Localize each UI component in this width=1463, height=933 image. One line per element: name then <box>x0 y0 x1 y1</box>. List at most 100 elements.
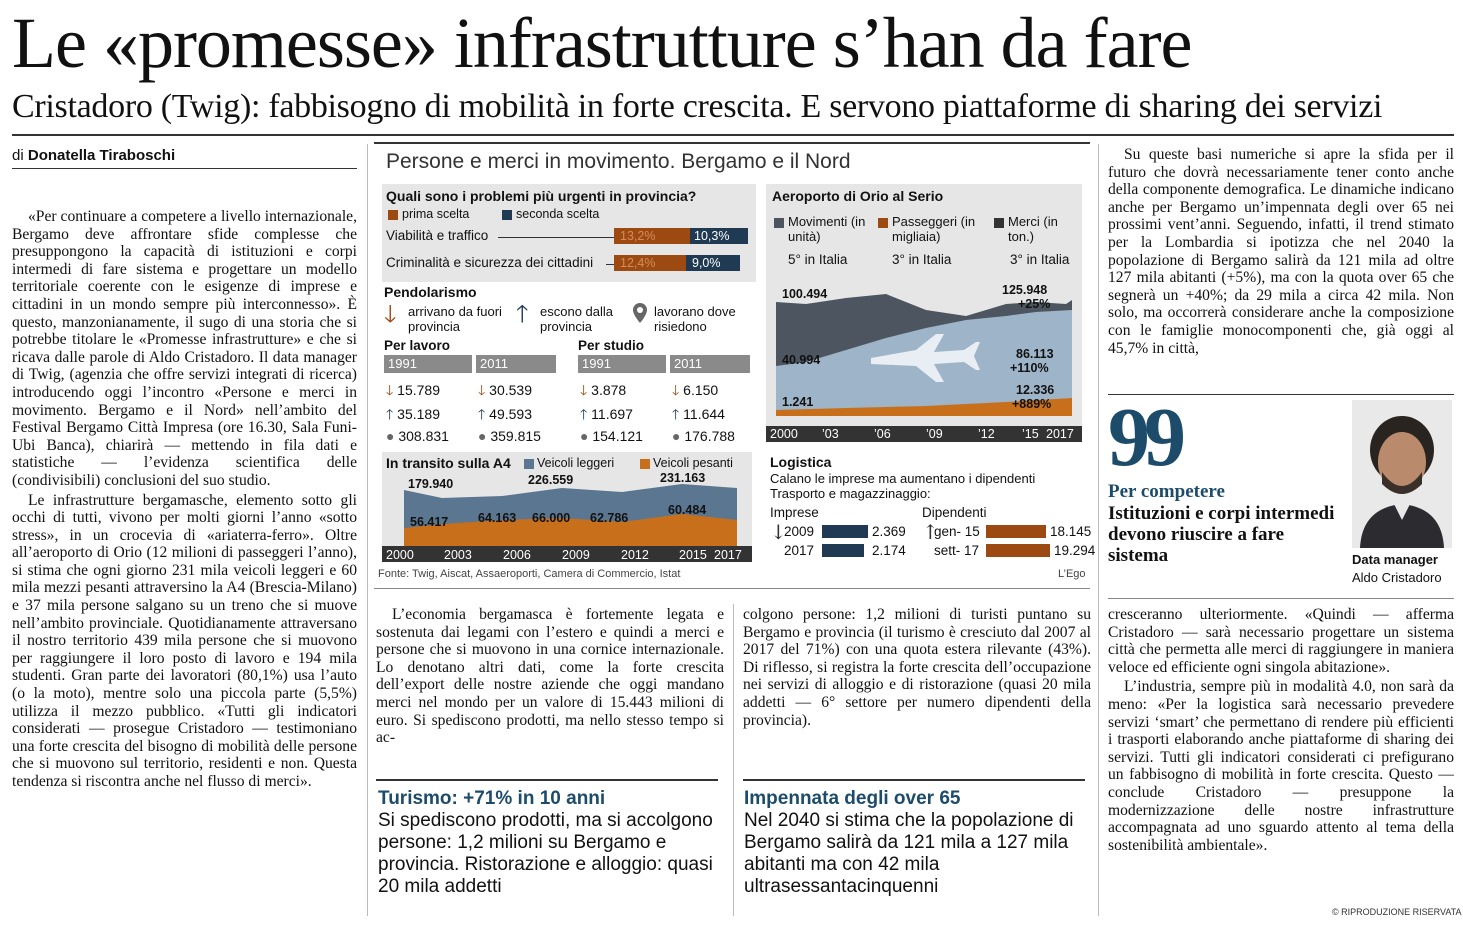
problem-row-1-second-bar <box>690 228 748 244</box>
airport-end-g: 12.336 <box>1016 383 1054 397</box>
airport-year-1: 2000 <box>770 427 798 441</box>
copyright: © RIPRODUZIONE RISERVATA <box>1332 907 1462 917</box>
problem-row-1-first-value: 13,2% <box>620 229 656 243</box>
airport-end-p: 86.113 <box>1016 347 1054 361</box>
byline-rule <box>12 168 357 169</box>
imprese-value-2: 2.174 <box>872 543 906 558</box>
value: 15.789 <box>397 382 440 398</box>
lavoro-out-2011: 🡑 49.593 <box>478 406 532 422</box>
legend-first-label: prima scelta <box>402 207 470 221</box>
lavoro-home-2011: ● 359.815 <box>478 428 541 444</box>
column-1: «Per continuare a competere a livello in… <box>12 208 357 793</box>
infographic: Persone e merci in movimento. Bergamo e … <box>374 142 1095 594</box>
dip-period-1: gen- 15 <box>934 524 980 539</box>
studio-y2: 2011 <box>670 355 750 373</box>
a4-light-label-3: 231.163 <box>660 472 705 485</box>
studio-in-1991: 🡓 3.878 <box>580 382 627 398</box>
lavoro-y1: 1991 <box>384 355 472 373</box>
airport-g-rank: 3° in Italia <box>1010 252 1070 267</box>
a4-heavy-label-5: 60.484 <box>668 503 706 517</box>
a4-year-7: 2017 <box>714 548 742 562</box>
quote-kicker: Per competere <box>1108 481 1225 502</box>
a4-year-6: 2015 <box>679 548 707 562</box>
value: 3.878 <box>591 382 627 398</box>
dip-value-1: 18.145 <box>1050 524 1092 539</box>
arrow-in-icon: 🡓 <box>384 300 397 328</box>
problem-row-1-line <box>498 237 614 238</box>
airport-year-7: 2017 <box>1046 427 1074 441</box>
logistica-dip-label: Dipendenti <box>922 505 987 520</box>
col1-paragraph-1: «Per continuare a competere a livello in… <box>12 208 357 489</box>
legend-second-swatch <box>502 210 512 220</box>
a4-heavy-label-1: 56.417 <box>410 515 448 529</box>
lavoro-in-1991: 🡓 15.789 <box>386 382 440 398</box>
a4-legend-heavy-swatch <box>640 459 650 469</box>
box-1-rule <box>376 779 718 781</box>
airport-year-6: ’15 <box>1022 427 1039 441</box>
airport-end-p-pct: +110% <box>1010 361 1049 375</box>
a4-year-1: 2000 <box>386 548 414 562</box>
airport-g-label: Merci (in ton.) <box>1008 214 1058 244</box>
imprese-bar-2 <box>822 544 864 557</box>
airport-chart: 100.494 40.994 1.241 125.948 +25% 86.113… <box>766 283 1082 442</box>
infographic-source: Fonte: Twig, Aiscat, Assaeroporti, Camer… <box>378 568 681 580</box>
column-divider-2 <box>733 604 734 916</box>
value: 30.539 <box>489 382 532 398</box>
airport-p-label: Passeggeri (in migliaia) <box>892 214 976 244</box>
logistica-sub1: Calano le imprese ma aumentano i dipende… <box>770 471 1036 486</box>
logistica-down-arrow-icon: ↓ <box>770 520 787 544</box>
value: 6.150 <box>683 382 719 398</box>
problem-row-2-second-value: 9,0% <box>692 256 721 270</box>
legend-in-label: arrivano da fuori provincia <box>408 304 502 334</box>
box-1-text: Si spediscono prodotti, ma si accolgono … <box>378 810 713 897</box>
top-rule <box>12 134 1454 136</box>
airport-year-5: ’12 <box>978 427 995 441</box>
a4-heavy-area <box>404 514 737 546</box>
airport-merci-area <box>776 398 1072 416</box>
avatar <box>1352 400 1452 548</box>
airport-title: Aeroporto di Orio al Serio <box>772 188 944 204</box>
studio-home-1991: ● 154.121 <box>580 428 643 444</box>
column-2-text: L’economia bergamasca è fortemente legat… <box>376 606 724 749</box>
airport-m-label: Movimenti (in unità) <box>788 214 866 244</box>
box-2-rule <box>743 779 1085 781</box>
airport-year-2: ’03 <box>822 427 839 441</box>
lavoro-title: Per lavoro <box>384 338 451 353</box>
studio-out-2011: 🡑 11.644 <box>672 406 725 422</box>
imprese-year-2: 2017 <box>784 543 815 558</box>
byline: di Donatella Tiraboschi <box>12 147 175 164</box>
logistica-up-arrow-icon: ↑ <box>922 520 939 544</box>
problem-row-1-second-value: 10,3% <box>694 229 730 243</box>
lavoro-home-1991: ● 308.831 <box>386 428 449 444</box>
dip-bar-1 <box>986 525 1046 538</box>
a4-heavy-label-3: 66.000 <box>532 511 570 525</box>
a4-chart: 179.940 226.559 231.163 56.417 64.163 66… <box>382 472 752 562</box>
a4-legend-light: Veicoli leggeri <box>537 456 615 470</box>
problem-row-2-label: Criminalità e sicurezza dei cittadini <box>386 255 594 270</box>
box-1-title: Turismo: +71% in 10 anni <box>378 788 606 809</box>
subheadline: Cristadoro (Twig): fabbisogno di mobilit… <box>12 88 1383 125</box>
a4-year-3: 2006 <box>503 548 531 562</box>
dip-period-2: sett- 17 <box>934 543 980 558</box>
box-2-text: Nel 2040 si stima che la popolazione di … <box>744 810 1074 897</box>
column-divider-1 <box>367 144 368 916</box>
value: 154.121 <box>592 428 643 444</box>
legend-home-label: lavorano dove risiedono <box>654 304 736 334</box>
col1-paragraph-2: Le infrastrutture bergamasche, elemento … <box>12 491 357 791</box>
problem-row-2-second-bar <box>686 255 740 271</box>
airport-end-m: 125.948 <box>1002 283 1047 297</box>
column-divider-3 <box>1098 144 1099 916</box>
value: 176.788 <box>684 428 735 444</box>
a4-year-2: 2003 <box>444 548 472 562</box>
lavoro-out-1991: 🡑 35.189 <box>386 406 440 422</box>
legend-first-swatch <box>388 210 398 220</box>
a4-heavy-label-4: 62.786 <box>590 511 628 525</box>
airport-g-swatch <box>994 218 1004 228</box>
col4-top-paragraph: Su queste basi numeriche si apre la sfid… <box>1108 146 1454 357</box>
airport-axis-band <box>766 426 1082 442</box>
headline: Le «promesse» infrastrutture s’han da fa… <box>12 3 1193 83</box>
quote-top-rule <box>1108 394 1454 395</box>
infographic-credit: L’Ego <box>1058 568 1086 580</box>
studio-in-2011: 🡓 6.150 <box>672 382 719 398</box>
infographic-top-rule <box>374 142 1090 144</box>
